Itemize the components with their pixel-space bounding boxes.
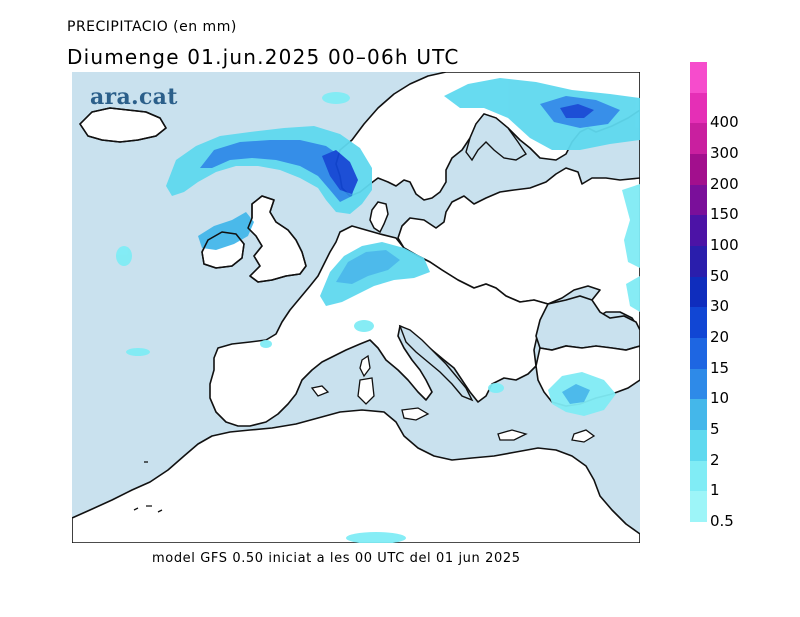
precip-area-irish-sea bbox=[198, 212, 254, 250]
legend-swatch bbox=[690, 246, 707, 277]
precip-area-central-europe bbox=[320, 242, 430, 306]
legend-swatch bbox=[690, 399, 707, 430]
legend-label: 10 bbox=[710, 389, 730, 408]
legend-swatch bbox=[690, 276, 707, 308]
gulf-of-bothnia bbox=[465, 113, 527, 162]
precip-area-east-edge bbox=[622, 184, 640, 268]
precip-cell-alps bbox=[354, 320, 374, 332]
precipitation-map bbox=[72, 72, 640, 543]
precip-cell-sahara bbox=[346, 532, 406, 543]
island-sardinia bbox=[357, 377, 375, 405]
island-balearics bbox=[310, 385, 330, 397]
precip-cell-iberia bbox=[126, 348, 150, 356]
island-corsica bbox=[359, 354, 371, 378]
legend-label: 30 bbox=[710, 297, 730, 316]
legend-swatch bbox=[690, 123, 707, 154]
legend-label: 0.5 bbox=[710, 512, 734, 530]
precip-cell-norway-north bbox=[322, 92, 350, 104]
precip-area-north-scandinavia-peak bbox=[560, 104, 594, 118]
precip-cell-biscay bbox=[260, 340, 272, 348]
coastlines bbox=[79, 107, 307, 283]
legend-swatch bbox=[690, 184, 707, 216]
forecast-date-title: Diumenge 01.jun.2025 00–06h UTC bbox=[67, 45, 460, 69]
precip-area-north-scandinavia bbox=[444, 78, 640, 150]
land-denmark bbox=[369, 201, 389, 234]
legend-swatch bbox=[690, 154, 707, 185]
legend-label: 100 bbox=[710, 236, 739, 254]
legend-label: 5 bbox=[710, 420, 720, 438]
legend-label: 150 bbox=[710, 205, 739, 224]
legend-swatch bbox=[690, 491, 707, 522]
precipitation-legend bbox=[690, 62, 707, 522]
island-sicily bbox=[401, 407, 430, 421]
precip-area-northsea-core bbox=[322, 150, 358, 194]
legend-swatch bbox=[690, 307, 707, 338]
legend-label: 400 bbox=[710, 113, 739, 132]
legend-label: 50 bbox=[710, 266, 730, 285]
legend-swatch bbox=[690, 368, 707, 400]
legend-label: 1 bbox=[710, 481, 720, 500]
adriatic-sea bbox=[398, 324, 474, 402]
legend-label: 15 bbox=[710, 358, 730, 377]
island-cyprus bbox=[571, 429, 596, 443]
ara-cat-logo: ara.cat bbox=[90, 84, 178, 110]
variable-title: PRECIPITACIO (en mm) bbox=[67, 19, 237, 35]
precip-area-atlantic-core bbox=[200, 140, 356, 202]
legend-swatch bbox=[690, 460, 707, 492]
legend-label: 20 bbox=[710, 328, 730, 346]
land-north-africa bbox=[72, 409, 640, 543]
precip-cell-iceland bbox=[116, 246, 132, 266]
legend-label: 2 bbox=[710, 450, 720, 469]
legend-label: 300 bbox=[710, 144, 739, 162]
legend-swatch bbox=[690, 62, 707, 93]
legend-swatch bbox=[690, 338, 707, 369]
precipitation-areas bbox=[116, 78, 640, 543]
legend-swatch bbox=[690, 430, 707, 461]
land-central-europe bbox=[209, 225, 549, 427]
legend-label: 200 bbox=[710, 174, 739, 193]
legend-swatch bbox=[690, 215, 707, 246]
legend-swatch bbox=[690, 92, 707, 124]
island-crete bbox=[497, 429, 528, 441]
precip-area-caucasus bbox=[626, 276, 640, 312]
model-info-caption: model GFS 0.50 iniciat a les 00 UTC del … bbox=[152, 551, 521, 566]
precip-cell-greece bbox=[488, 383, 504, 393]
island-canaries bbox=[133, 505, 163, 513]
map-svg bbox=[72, 72, 640, 543]
precip-area-central-europe-core bbox=[336, 250, 400, 284]
precip-area-turkey-core bbox=[562, 384, 590, 404]
